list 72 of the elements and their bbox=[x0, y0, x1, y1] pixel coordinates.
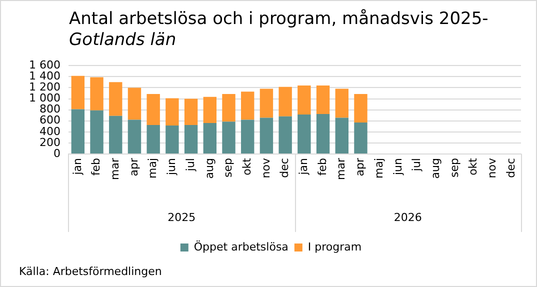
y-tick-label: 800 bbox=[39, 102, 60, 116]
y-tick-label: 0 bbox=[53, 146, 60, 160]
y-tick-label: 600 bbox=[39, 114, 60, 127]
y-tick-label: 400 bbox=[39, 124, 60, 138]
y-tick-label: 1 200 bbox=[28, 80, 60, 94]
x-tick-label: okt bbox=[240, 157, 254, 176]
bar bbox=[128, 88, 142, 120]
bar bbox=[278, 86, 292, 116]
text: Källa: Arbetsförmedlingen bbox=[19, 265, 162, 278]
x-tick-label: sep bbox=[448, 158, 461, 178]
bar bbox=[260, 88, 274, 118]
bar bbox=[184, 98, 198, 125]
x-tick-label: mar bbox=[108, 158, 122, 180]
x-tick-label: maj bbox=[146, 158, 160, 179]
legend-label: I program bbox=[308, 240, 362, 254]
bar bbox=[203, 96, 216, 124]
bar bbox=[166, 98, 179, 126]
chart-title: Antal arbetslösa och i program, månadsvis 2025- bbox=[69, 9, 488, 30]
bar bbox=[109, 82, 122, 116]
legend-label: Öppet arbetslösa bbox=[194, 239, 288, 254]
bar bbox=[316, 85, 330, 114]
x-tick-label: nov bbox=[259, 158, 272, 178]
bar bbox=[354, 94, 368, 123]
bar bbox=[90, 110, 104, 154]
bar bbox=[90, 77, 104, 110]
x-tick-label: nov bbox=[486, 158, 499, 178]
bar bbox=[354, 122, 368, 154]
bar bbox=[222, 94, 236, 122]
bar bbox=[260, 118, 274, 154]
bar bbox=[298, 114, 311, 154]
x-tick-label: mar bbox=[334, 158, 348, 180]
bar bbox=[71, 76, 85, 110]
x-tick-label: jan bbox=[297, 158, 310, 176]
bar bbox=[298, 85, 311, 114]
x-tick-label: feb bbox=[316, 158, 329, 176]
bar bbox=[146, 94, 160, 125]
x-tick-label: dec bbox=[504, 158, 518, 178]
x-tick-label: apr bbox=[127, 158, 140, 176]
bar bbox=[335, 88, 348, 118]
bar bbox=[203, 123, 216, 154]
y-tick-label: 1 000 bbox=[28, 92, 60, 105]
bar bbox=[241, 92, 254, 120]
x-tick-label: feb bbox=[90, 158, 103, 176]
bar bbox=[316, 114, 330, 154]
x-tick-label: jul bbox=[410, 158, 424, 172]
bar bbox=[222, 122, 236, 154]
y-tick-label: 200 bbox=[39, 136, 60, 149]
bar bbox=[241, 120, 254, 154]
x-tick-label: okt bbox=[466, 157, 480, 176]
text: 2025 bbox=[168, 210, 196, 224]
x-tick-label: jan bbox=[70, 158, 84, 176]
chart-subtitle: Gotlands län bbox=[69, 30, 178, 51]
text: 2026 bbox=[394, 210, 422, 224]
bar bbox=[128, 120, 142, 154]
bar bbox=[335, 118, 348, 154]
bar bbox=[146, 124, 160, 154]
x-tick-label: dec bbox=[278, 158, 292, 178]
x-tick-label: apr bbox=[354, 158, 367, 176]
bar bbox=[71, 109, 85, 154]
bar bbox=[109, 116, 122, 154]
x-tick-label: jul bbox=[184, 158, 197, 172]
y-tick-label: 1 400 bbox=[28, 70, 60, 83]
bar bbox=[184, 124, 198, 154]
bar bbox=[166, 126, 179, 154]
x-tick-label: maj bbox=[372, 158, 386, 179]
x-tick-label: sep bbox=[222, 158, 235, 178]
x-tick-label: aug bbox=[202, 158, 216, 179]
bar bbox=[278, 116, 292, 154]
x-tick-label: aug bbox=[429, 158, 442, 179]
x-tick-label: jun bbox=[391, 158, 404, 176]
x-tick-label: jun bbox=[165, 158, 178, 176]
y-tick-label: 1 600 bbox=[28, 58, 60, 72]
